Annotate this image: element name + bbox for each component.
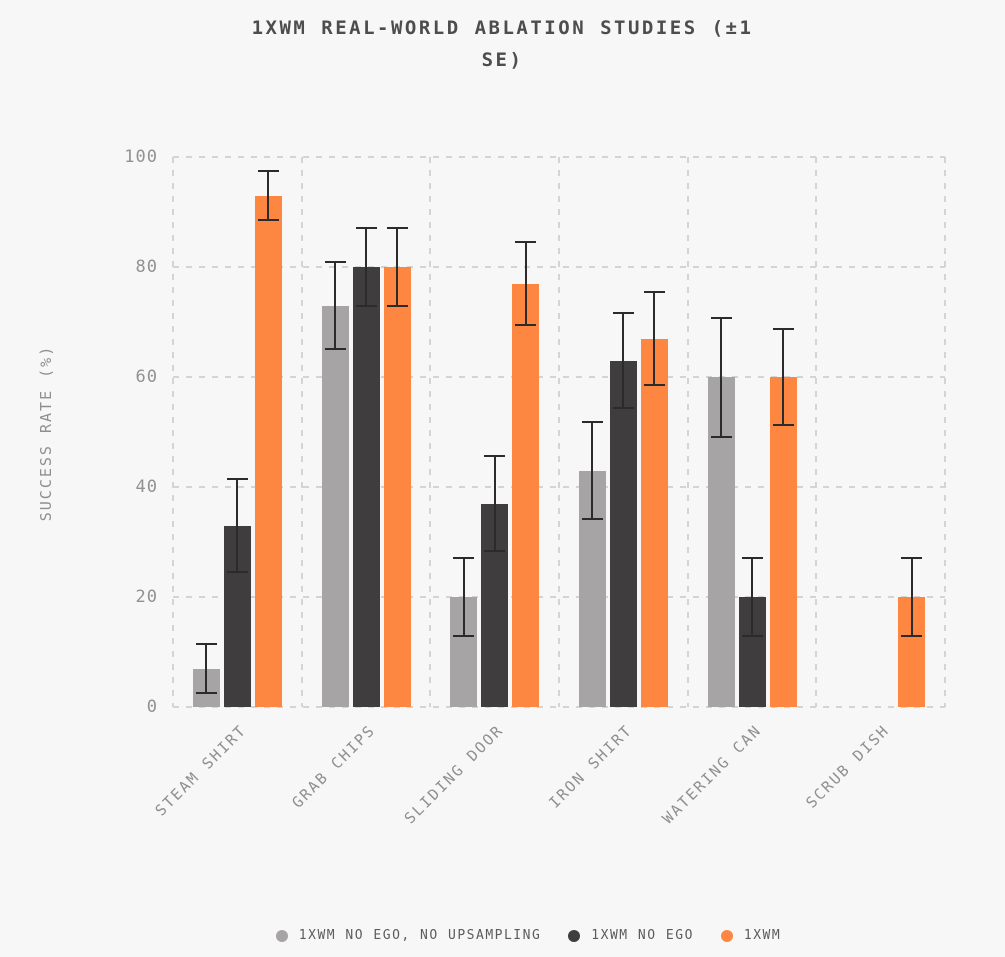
v-gridline xyxy=(429,157,432,707)
v-gridline xyxy=(944,157,946,707)
v-gridline xyxy=(815,157,818,707)
y-tick-label: 100 xyxy=(124,147,158,167)
bar xyxy=(769,377,797,707)
error-bar-line xyxy=(236,478,239,573)
error-bar-cap-bottom xyxy=(453,635,475,638)
error-bar-cap-bottom xyxy=(226,570,248,573)
error-bar-cap-top xyxy=(386,226,408,229)
error-bar-cap-top xyxy=(515,241,537,244)
error-bar-cap-top xyxy=(612,312,634,315)
x-tick-label: GRAB CHIPS xyxy=(287,721,379,812)
error-bar-cap-top xyxy=(355,226,377,229)
v-gridline xyxy=(558,157,560,707)
legend-marker-dot xyxy=(720,929,733,942)
error-bar-cap-top xyxy=(226,478,248,481)
error-bar-line xyxy=(462,556,465,638)
legend-item: 1XWM NO EGO xyxy=(568,928,694,943)
y-tick-label: 20 xyxy=(135,587,158,607)
error-bar-line xyxy=(720,316,722,438)
error-bar-cap-bottom xyxy=(612,406,634,409)
error-bar-line xyxy=(493,455,496,552)
legend-label: 1XWM NO EGO xyxy=(591,928,694,943)
error-bar-cap-bottom xyxy=(386,305,408,308)
legend-item: 1XWM xyxy=(720,928,782,943)
bar xyxy=(254,195,282,707)
error-bar-cap-top xyxy=(195,642,217,645)
error-bar-cap-top xyxy=(643,291,665,294)
error-bar-cap-bottom xyxy=(484,549,506,552)
error-bar-cap-bottom xyxy=(710,435,732,438)
error-bar-cap-top xyxy=(453,556,475,559)
chart-title: 1XWM REAL-WORLD ABLATION STUDIES (±1 SE) xyxy=(251,17,754,71)
error-bar-line xyxy=(782,328,784,426)
error-bar-line xyxy=(910,556,913,638)
bar xyxy=(352,267,380,707)
error-bar-cap-top xyxy=(901,556,923,559)
error-bar-line xyxy=(334,260,336,351)
error-bar-line xyxy=(205,642,208,695)
v-gridline xyxy=(172,157,174,707)
y-axis-tick-labels: 0 20 40 60 80 100 xyxy=(48,147,158,717)
error-bar-cap-bottom xyxy=(741,635,763,638)
y-tick-label: 40 xyxy=(135,477,158,497)
error-bar-line xyxy=(751,556,753,638)
x-tick-label: IRON SHIRT xyxy=(545,721,637,812)
error-bar-cap-bottom xyxy=(515,323,537,326)
error-bar-cap-bottom xyxy=(355,305,377,308)
bar xyxy=(640,338,668,707)
error-bar-cap-top xyxy=(710,316,732,319)
error-bar-cap-bottom xyxy=(901,635,923,638)
plot-area xyxy=(172,156,946,708)
legend: 1XWM NO EGO, NO UPSAMPLING 1XWM NO EGO 1XW… xyxy=(56,928,1001,943)
error-bar-cap-bottom xyxy=(772,423,794,426)
error-bar-line xyxy=(524,241,527,326)
legend-item: 1XWM NO EGO, NO UPSAMPLING xyxy=(275,928,542,943)
x-tick-label: STEAM SHIRT xyxy=(151,721,251,820)
v-gridline xyxy=(300,157,303,707)
error-bar-cap-top xyxy=(772,328,794,331)
error-bar-line xyxy=(267,169,270,222)
bar xyxy=(383,267,411,707)
legend-label: 1XWM NO EGO, NO UPSAMPLING xyxy=(298,928,542,943)
y-tick-label: 80 xyxy=(135,257,158,277)
legend-marker-dot xyxy=(568,929,581,942)
bar xyxy=(609,360,637,707)
bar xyxy=(321,305,349,707)
bar xyxy=(512,283,540,707)
error-bar-cap-top xyxy=(581,421,603,423)
error-bar-line xyxy=(622,312,625,409)
error-bar-cap-top xyxy=(484,455,506,458)
error-bar-cap-bottom xyxy=(581,518,603,520)
error-bar-line xyxy=(365,226,367,308)
error-bar-line xyxy=(591,421,594,520)
error-bar-cap-bottom xyxy=(195,692,217,695)
x-tick-label: SCRUB DISH xyxy=(802,721,894,812)
error-bar-cap-top xyxy=(257,169,279,172)
h-gridline xyxy=(173,706,945,708)
legend-marker-dot xyxy=(275,929,288,942)
error-bar-cap-bottom xyxy=(257,219,279,222)
error-bar-cap-bottom xyxy=(643,383,665,386)
error-bar-cap-top xyxy=(741,556,763,559)
error-bar-line xyxy=(653,291,656,386)
error-bar-line xyxy=(396,226,398,308)
y-tick-label: 60 xyxy=(135,367,158,387)
error-bar-cap-bottom xyxy=(324,348,346,351)
v-gridline xyxy=(686,157,689,707)
y-tick-label: 0 xyxy=(146,697,158,717)
error-bar-cap-top xyxy=(324,260,346,263)
x-tick-label: WATERING CAN xyxy=(658,721,765,828)
x-tick-label: SLIDING DOOR xyxy=(401,721,508,828)
legend-label: 1XWM xyxy=(743,928,782,943)
